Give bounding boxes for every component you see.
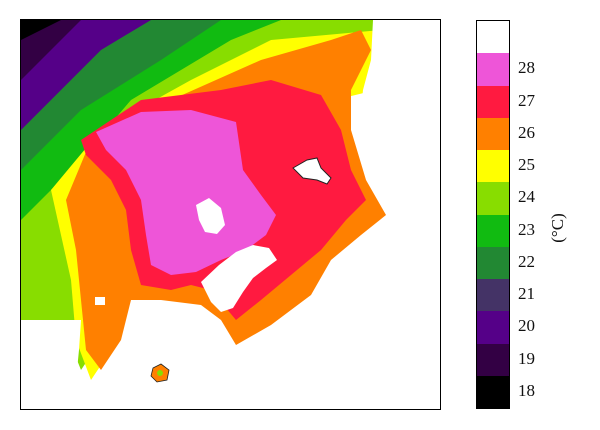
colorbar-segment [477, 343, 509, 377]
colorbar-segment [477, 279, 509, 312]
colorbar-tick-label: 25 [518, 155, 535, 175]
colorbar-tick-label: 28 [518, 58, 535, 78]
hot-spot [196, 198, 225, 234]
colorbar [476, 20, 510, 409]
colorbar-segment [477, 182, 509, 215]
land-magenta [96, 110, 276, 275]
sea-east [359, 20, 440, 216]
colorbar-tick-label: 20 [518, 316, 535, 336]
colorbar-segment [477, 117, 509, 151]
colorbar-segment [477, 150, 509, 183]
colorbar-tick-label: 24 [518, 187, 535, 207]
colorbar-segment [477, 246, 509, 280]
colorbar-unit-label: (°C) [548, 213, 567, 243]
land-dark-green [21, 20, 371, 300]
sea-south [21, 200, 440, 409]
map-svg [21, 20, 440, 409]
colorbar-tick-label: 23 [518, 219, 535, 239]
lake-kasumigaura [292, 157, 332, 185]
map-marker [95, 297, 105, 305]
tokyo-bay [201, 245, 277, 312]
colorbar-tick-label: 22 [518, 251, 535, 271]
colorbar-tick-label: 18 [518, 380, 535, 400]
colorbar-segment [477, 311, 509, 344]
colorbar-segment [477, 53, 509, 86]
colorbar-segment [477, 21, 509, 54]
colorbar-tick-label: 26 [518, 122, 535, 142]
colorbar-tick-label: 27 [518, 90, 535, 110]
temperature-map [20, 19, 441, 410]
colorbar-tick-label: 21 [518, 284, 535, 304]
colorbar-segment [477, 375, 509, 409]
colorbar-tick-label: 19 [518, 348, 535, 368]
island-core [157, 370, 163, 376]
colorbar-segment [477, 214, 509, 248]
colorbar-segment [477, 85, 509, 119]
